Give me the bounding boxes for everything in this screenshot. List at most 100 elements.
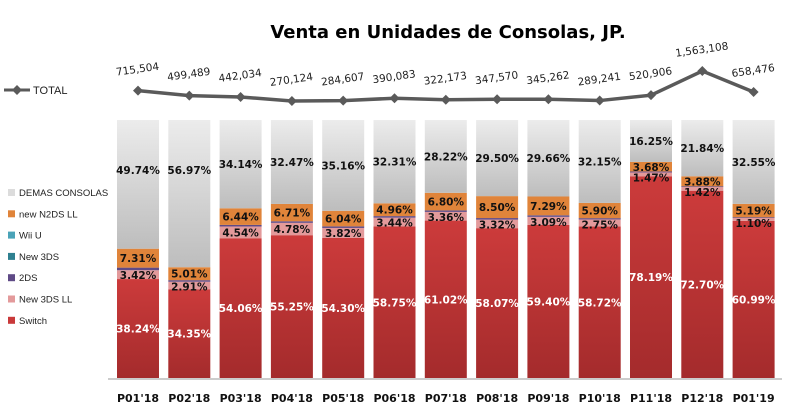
bars-layer: 38.24% 3.42% 7.31% 49.74% 34.35% 2.91%5.01% 56… (116, 120, 776, 378)
bar-label-new-n2ds-ll: 6.71% (274, 208, 311, 220)
total-point (543, 94, 554, 105)
x-tick-label: P03'18 (220, 392, 262, 405)
bar-segment-new-3ds-ll (270, 222, 313, 236)
legend-label: new N2DS LL (19, 209, 78, 220)
total-point (594, 95, 605, 106)
bar-label-new-n2ds-ll: 8.50% (479, 202, 516, 214)
bar-stack: 55.25% 4.78% 6.71% 32.47% (270, 120, 314, 378)
bar-label-new-3ds-ll: 3.32% (479, 220, 516, 232)
bar-segment-new-n2ds-ll (219, 208, 262, 225)
legend-item-new-3ds: New 3DS (8, 252, 59, 263)
legend-label: 2DS (19, 273, 37, 284)
bar-segment-2ds (168, 280, 211, 282)
legend-swatch (8, 295, 15, 303)
bar-label-demas-consolas: 32.15% (578, 156, 622, 168)
bar-segment-new-n2ds-ll (578, 202, 621, 219)
total-label: 270,124 (269, 71, 314, 89)
bar-label-demas-consolas: 29.66% (527, 153, 571, 165)
bar-label-new-n2ds-ll: 6.80% (428, 197, 465, 209)
bar-label-demas-consolas: 49.74% (116, 165, 160, 177)
bar-label-demas-consolas: 32.55% (732, 157, 776, 169)
bar-label-new-n2ds-ll: 5.01% (171, 269, 208, 281)
bar-stack: 58.07% 3.32% 8.50% 29.50% (475, 120, 519, 378)
bar-label-new-3ds-ll: 2.91% (171, 282, 208, 294)
bar-segment-2ds (117, 267, 159, 271)
bar-label-new-n2ds-ll: 3.68% (633, 162, 670, 174)
bar-label-new-3ds-ll: 3.36% (428, 212, 465, 224)
bar-label-new-3ds-ll: 1.10% (735, 218, 772, 230)
bar-label-new-n2ds-ll: 3.88% (684, 176, 721, 188)
bar-label-switch: 60.99% (732, 294, 776, 306)
x-tick-label: P01'18 (117, 392, 159, 405)
bar-label-new-n2ds-ll: 7.29% (530, 201, 567, 213)
bar-segment-new-3ds-ll (732, 218, 775, 221)
x-tick-label: P06'18 (373, 392, 415, 405)
total-point (697, 66, 708, 76)
bar-segment-switch (527, 224, 570, 378)
bar-label-new-3ds-ll: 3.44% (376, 218, 413, 230)
total-label: 499,489 (167, 66, 212, 84)
bar-segment-switch (270, 235, 313, 378)
bar-segment-switch (476, 228, 519, 378)
bar-stack: 60.99% 1.10%5.19% 32.55% (732, 120, 776, 378)
bar-stack: 38.24% 3.42% 7.31% 49.74% (116, 120, 160, 378)
bar-segment-2ds (476, 218, 519, 220)
bar-label-demas-consolas: 16.25% (629, 136, 673, 148)
bar-segment-demas-consolas (270, 120, 313, 204)
bar-label-switch: 58.75% (373, 297, 417, 309)
bar-segment-new-n2ds-ll (168, 267, 211, 281)
bar-segment-new-n2ds-ll (732, 203, 775, 218)
bar-label-demas-consolas: 34.14% (219, 159, 263, 171)
bar-label-new-3ds-ll: 4.54% (222, 227, 259, 239)
legend-label: New 3DS LL (19, 295, 72, 306)
bar-segment-new-n2ds-ll (476, 196, 519, 219)
total-point (646, 90, 656, 101)
x-tick-label: P04'18 (271, 392, 313, 405)
x-axis-ticks: P01'18 P02'18 P03'18 P04'18 P05'18 P06'18 P07'… (117, 392, 775, 405)
legend-swatch (8, 316, 15, 324)
bar-segment-2ds (527, 215, 570, 217)
x-tick-label: P12'18 (681, 392, 723, 405)
legend-item-switch: Switch (8, 316, 47, 327)
bar-segment-demas-consolas (527, 120, 570, 197)
bar-stack: 54.06% 4.54% 6.44% 34.14% (219, 120, 263, 378)
bar-segment-2ds (322, 226, 365, 228)
total-point (235, 92, 246, 103)
bar-stack: 58.72% 2.75%5.90% 32.15% (578, 120, 622, 378)
bar-stack: 78.19% 1.47%3.68% 16.25% (629, 120, 673, 378)
legend-label: New 3DS (19, 252, 59, 263)
bar-label-new-n2ds-ll: 6.04% (325, 214, 362, 226)
bar-label-demas-consolas: 29.50% (475, 153, 519, 165)
legend-label: Switch (19, 316, 47, 327)
bar-segment-new-3ds-ll (168, 281, 211, 290)
total-point (389, 93, 400, 104)
bar-label-new-3ds-ll: 3.42% (120, 270, 157, 282)
bar-label-switch: 54.30% (321, 303, 365, 315)
x-tick-label: P07'18 (425, 392, 467, 405)
x-tick-label: P10'18 (579, 392, 621, 405)
bar-label-new-n2ds-ll: 4.96% (376, 205, 413, 217)
bar-segment-new-n2ds-ll (681, 176, 724, 187)
legend-item-wii-u: Wii U (8, 231, 42, 242)
legend-swatch (8, 231, 15, 239)
bar-segment-2ds (373, 216, 416, 218)
bar-label-demas-consolas: 21.84% (680, 143, 724, 155)
bar-segment-switch (117, 279, 159, 378)
total-label: 390,083 (372, 68, 417, 86)
total-point (748, 86, 759, 97)
bar-stack: 54.30% 3.82% 6.04% 35.16% (321, 120, 366, 378)
bar-segment-demas-consolas (117, 120, 159, 249)
total-point (338, 95, 349, 106)
legend-swatch (8, 274, 15, 282)
bar-segment-new-3ds-ll (117, 270, 159, 280)
total-point (184, 90, 195, 101)
bar-label-demas-consolas: 35.16% (321, 160, 365, 172)
bar-label-new-3ds-ll: 4.78% (274, 224, 311, 236)
bar-segment-switch (322, 237, 365, 378)
chart-title: Venta en Unidades de Consolas, JP. (270, 22, 625, 43)
bar-segment-new-3ds-ll (373, 217, 416, 227)
bar-label-switch: 61.02% (424, 294, 468, 306)
bar-label-new-n2ds-ll: 6.44% (222, 212, 259, 224)
total-label: 284,607 (320, 71, 365, 89)
total-label: 347,570 (474, 69, 519, 87)
